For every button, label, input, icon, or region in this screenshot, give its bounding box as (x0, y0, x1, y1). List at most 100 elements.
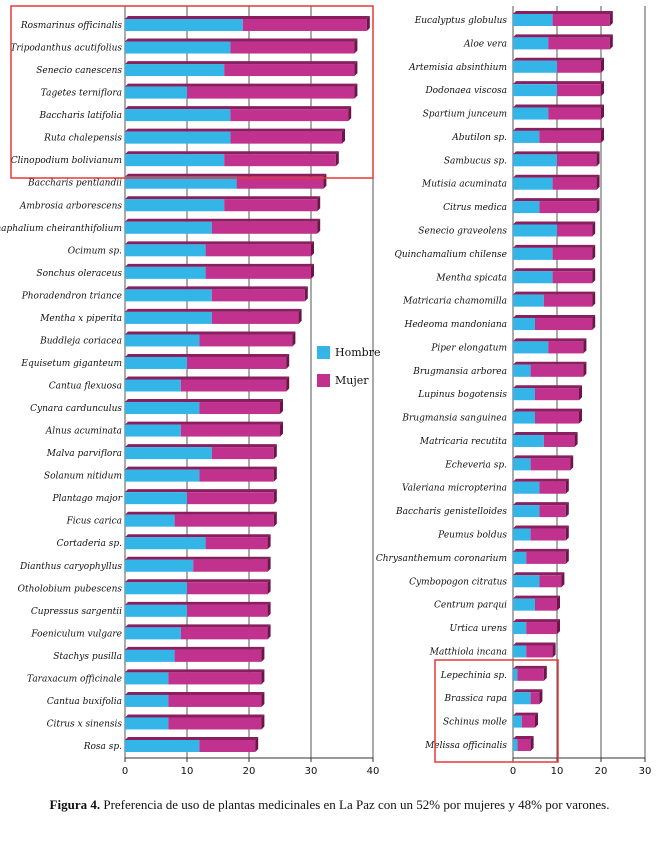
left-bar-mujer-clinopodium-bolivianum (224, 154, 336, 167)
right-category-label-lupinus-bogotensis: Lupinus bogotensis (417, 390, 507, 400)
right-category-label-schinus-molle: Schinus molle (443, 718, 507, 728)
right-bar-mujer-senecio-graveolens (557, 224, 593, 237)
right-bar-hombre-matricaria-chamomilla (513, 294, 544, 307)
right-bar-side-peumus-boldus (565, 525, 569, 541)
left-bar-hombre-cantua-flexuosa (125, 379, 181, 392)
left-bar-hombre-gnaphalium-cheiranthifolium (125, 221, 212, 234)
right-category-label-senecio-graveolens: Senecio graveolens (418, 226, 507, 236)
right-bar-hombre-spartium-junceum (513, 107, 549, 120)
left-bar-top-rosmarinus-officinalis (125, 16, 370, 19)
right-category-label-matricaria-chamomilla: Matricaria chamomilla (402, 297, 507, 307)
left-bar-mujer-tripodanthus-acutifolius (230, 41, 355, 54)
left-bar-top-clinopodium-bolivianum (125, 151, 339, 155)
right-bar-hombre-artemisia-absinthium (513, 60, 557, 73)
left-bar-side-taraxacum-officinale (261, 669, 265, 685)
right-bar-side-schinus-molle (535, 712, 538, 728)
left-bar-side-otholobium-pubescens (267, 579, 271, 595)
left-bar-side-cynara-cardunculus (280, 399, 283, 415)
right-category-label-lepechinia-sp: Lepechinia sp. (440, 671, 507, 681)
left-bar-hombre-cortaderia-sp (125, 537, 206, 550)
left-bar-top-plantago-major (125, 489, 277, 493)
right-bar-top-citrus-medica (513, 198, 600, 202)
left-category-label-phoradendron-triance: Phoradendron triance (21, 291, 122, 301)
right-category-label-urtica-urens: Urtica urens (450, 624, 508, 634)
right-bar-side-piper-elongatum (583, 338, 587, 354)
right-bar-top-brassica-rapa (513, 689, 543, 693)
right-bar-mujer-sambucus-sp (557, 154, 597, 167)
right-bar-side-echeveria-sp (570, 455, 574, 471)
right-bar-side-chrysanthemum-coronarium (565, 548, 569, 564)
left-bar-hombre-cupressus-sargentii (125, 604, 187, 617)
left-bar-mujer-otholobium-pubescens (187, 582, 268, 595)
left-category-label-otholobium-pubescens: Otholobium pubescens (18, 584, 123, 594)
left-bar-top-sonchus-oleraceus (125, 263, 314, 267)
left-bar-hombre-baccharis-pentlandii (125, 176, 237, 189)
left-bar-hombre-equisetum-giganteum (125, 356, 187, 369)
right-bar-top-cymbopogon-citratus (513, 572, 565, 576)
right-bar-top-melissa-officinalis (513, 736, 534, 739)
left-bar-mujer-baccharis-latifolia (230, 109, 349, 122)
right-bar-side-abutilon-sp (601, 127, 604, 143)
right-bar-side-centrum-parqui (557, 595, 560, 611)
left-bar-side-cupressus-sargentii (267, 601, 271, 617)
right-bar-top-mentha-spicata (513, 268, 596, 272)
right-bar-top-lepechinia-sp (513, 665, 547, 669)
right-highlight-box (434, 659, 559, 763)
right-bar-top-quinchamalium-chilense (513, 244, 596, 248)
left-bar-hombre-stachys-pusilla (125, 649, 175, 662)
right-bar-mujer-brassica-rapa (530, 692, 540, 705)
left-bar-top-dianthus-caryophyllus (125, 556, 271, 560)
left-tick-label: 10 (181, 766, 194, 777)
left-bar-hombre-ocimum-sp (125, 244, 206, 257)
left-bar-side-rosmarinus-officinalis (366, 16, 370, 31)
right-bar-side-matricaria-chamomilla (592, 291, 596, 307)
left-bar-mujer-plantago-major (187, 492, 274, 505)
left-bar-side-gnaphalium-cheiranthifolium (317, 218, 321, 234)
right-category-label-melissa-officinalis: Melissa officinalis (424, 741, 507, 751)
right-bar-hombre-centrum-parqui (513, 598, 535, 611)
left-bar-top-buddleja-coriacea (125, 331, 296, 335)
right-bar-top-brugmansia-sanguinea (513, 408, 582, 412)
left-bar-mujer-cantua-flexuosa (180, 379, 287, 392)
right-bar-hombre-hedeoma-mandoniana (513, 318, 535, 331)
right-bar-top-urtica-urens (513, 619, 560, 623)
left-bar-mujer-stachys-pusilla (174, 649, 262, 662)
left-tick-label: 40 (367, 766, 380, 777)
right-bar-top-piper-elongatum (513, 338, 587, 342)
right-bar-side-sambucus-sp (596, 151, 600, 167)
right-bar-mujer-echeveria-sp (530, 458, 571, 471)
right-category-label-sambucus-sp: Sambucus sp. (444, 156, 507, 166)
left-bar-hombre-cantua-buxifolia (125, 694, 169, 707)
right-bar-hombre-schinus-molle (513, 715, 522, 728)
left-bar-mujer-sonchus-oleraceus (205, 266, 311, 279)
legend-label-mujer: Mujer (335, 373, 369, 387)
left-bar-side-equisetum-giganteum (286, 353, 290, 369)
legend-item-mujer: Mujer (317, 373, 380, 387)
left-bar-top-phoradendron-triance (125, 286, 308, 290)
right-bar-top-schinus-molle (513, 712, 538, 716)
right-bar-hombre-cymbopogon-citratus (513, 575, 540, 588)
right-bar-top-mutisia-acuminata (513, 174, 600, 178)
right-bar-side-cymbopogon-citratus (561, 572, 565, 588)
right-category-label-brugmansia-sanguinea: Brugmansia sanguinea (401, 414, 507, 424)
right-bar-mujer-dodonaea-viscosa (557, 84, 601, 97)
left-bar-mujer-cantua-buxifolia (168, 694, 262, 707)
left-bar-hombre-otholobium-pubescens (125, 582, 187, 595)
right-bar-mujer-mentha-spicata (552, 271, 593, 284)
right-category-label-baccharis-genistelloides: Baccharis genistelloides (395, 507, 507, 517)
left-bar-side-sonchus-oleraceus (311, 263, 314, 279)
right-category-label-mentha-spicata: Mentha spicata (435, 273, 507, 283)
right-bar-side-lepechinia-sp (543, 665, 547, 681)
right-bar-hombre-matricaria-recutita (513, 434, 544, 447)
right-category-label-mutisia-acuminata: Mutisia acuminata (421, 180, 507, 190)
left-bar-mujer-cupressus-sargentii (187, 604, 268, 617)
left-bar-mujer-tagetes-terniflora (187, 86, 355, 99)
left-bar-side-ruta-chalepensis (342, 128, 345, 144)
left-category-label-cortaderia-sp: Cortaderia sp. (57, 539, 122, 549)
left-bar-side-plantago-major (273, 489, 277, 505)
left-bar-top-tripodanthus-acutifolius (125, 38, 358, 42)
left-bar-mujer-rosa-sp (199, 740, 256, 752)
left-bar-side-foeniculum-vulgare (267, 624, 271, 640)
right-bar-side-matricaria-recutita (574, 431, 578, 447)
right-category-label-echeveria-sp: Echeveria sp. (444, 460, 507, 470)
